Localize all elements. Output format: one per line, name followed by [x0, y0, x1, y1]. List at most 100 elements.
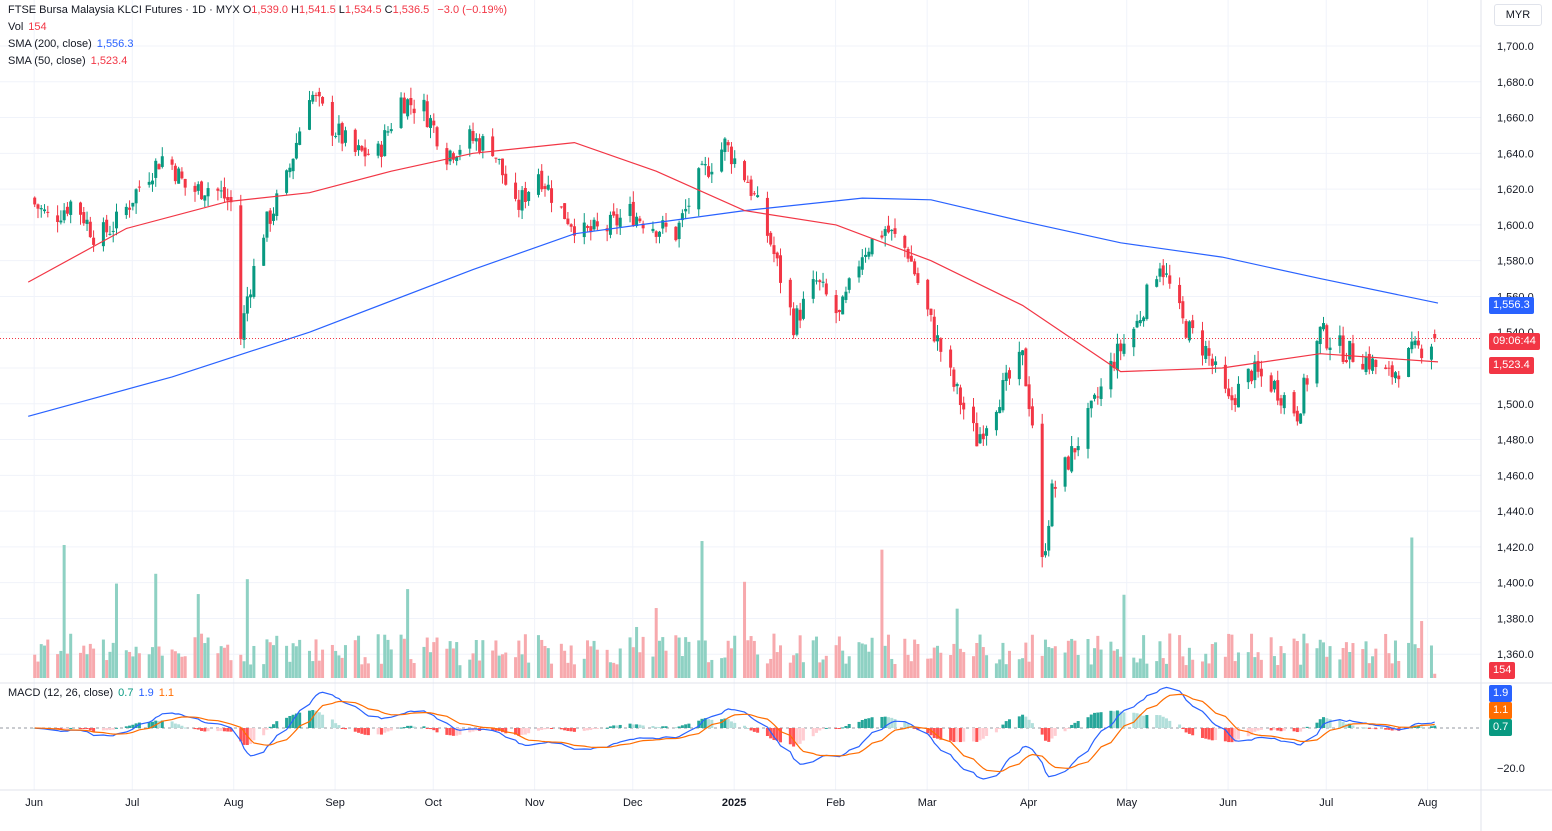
candle-body [409, 98, 413, 106]
macd-histogram-bar [756, 728, 760, 733]
macd-histogram-bar [1361, 727, 1365, 729]
volume-bar [1407, 642, 1411, 678]
candle-body [1214, 361, 1218, 365]
macd-histogram-bar [85, 728, 89, 730]
macd-histogram-bar [847, 724, 851, 728]
macd-histogram-bar [1259, 728, 1263, 730]
macd-histogram-bar [1318, 719, 1322, 728]
volume-value: 154 [28, 21, 47, 33]
candle-body [1429, 346, 1433, 360]
volume-bar [458, 665, 462, 678]
macd-histogram-bar [1371, 728, 1375, 729]
time-tick-label: Aug [224, 797, 244, 809]
macd-histogram-bar [1390, 728, 1394, 731]
macd-histogram-bar [1429, 726, 1433, 728]
volume-bar [200, 633, 204, 678]
volume-bar [880, 549, 884, 678]
candle-body [939, 338, 943, 352]
volume-bar [932, 647, 936, 678]
price-tick-label: 1,420.0 [1497, 542, 1534, 554]
macd-histogram-bar [271, 724, 275, 728]
volume-bar [1338, 659, 1342, 678]
candle-body [307, 100, 311, 130]
candle-body [1096, 396, 1100, 398]
macd-histogram-bar [517, 728, 521, 736]
candle-body [1086, 408, 1090, 449]
volume-bar [867, 651, 871, 678]
candle-body [1416, 340, 1420, 346]
candle-body [775, 252, 779, 259]
macd-histogram-bar [972, 728, 976, 742]
volume-bar [654, 608, 658, 678]
volume-bar [1387, 653, 1391, 678]
volume-bar [1030, 634, 1034, 678]
candle-body [926, 279, 930, 310]
volume-bar [1043, 639, 1047, 678]
volume-bar [340, 657, 344, 678]
candle-body [1021, 350, 1025, 356]
sma200-price-label: 1,556.3 [1489, 297, 1534, 314]
candle-body [340, 123, 344, 144]
candle-body [111, 230, 115, 232]
volume-bar [494, 640, 498, 678]
macd-histogram-bar [1063, 728, 1067, 732]
volume-bar [707, 662, 711, 678]
candle-body [262, 237, 266, 266]
volume-bar [285, 645, 289, 678]
volume-bar [242, 661, 246, 678]
volume-bar [150, 647, 154, 678]
macd-histogram-bar [379, 728, 383, 735]
ohlc-key: H [288, 4, 299, 16]
candle-body [638, 218, 642, 222]
macd-legend[interactable]: MACD (12, 26, close) 0.7 1.9 1.1 [8, 685, 174, 702]
macd-histogram-bar [886, 717, 890, 728]
candle-body [291, 158, 295, 172]
candle-body [1364, 357, 1368, 373]
volume-bar [1027, 661, 1031, 678]
macd-histogram-bar [88, 728, 92, 731]
volume-bar [1115, 649, 1119, 678]
macd-histogram-bar [1007, 719, 1011, 728]
candle-body [1223, 364, 1227, 389]
volume-bar [936, 645, 940, 678]
candle-body [150, 180, 154, 185]
volume-bar [1204, 653, 1208, 678]
currency-selector[interactable]: MYR [1494, 4, 1542, 26]
volume-bar [1066, 640, 1070, 678]
volume-legend[interactable]: Vol 154 [8, 19, 47, 36]
candle-body [494, 157, 498, 159]
macd-histogram-bar [1227, 728, 1231, 743]
volume-bar [1200, 661, 1204, 678]
macd-histogram-bar [448, 728, 452, 736]
candle-body [1040, 423, 1044, 558]
sma50-legend[interactable]: SMA (50, close) 1,523.4 [8, 53, 127, 70]
volume-bar [1410, 537, 1414, 678]
time-tick-label: May [1116, 797, 1137, 809]
macd-histogram-bar [1187, 728, 1191, 734]
candle-body [847, 278, 851, 290]
macd-histogram-bar [677, 726, 681, 728]
candle-body [860, 257, 864, 270]
price-tick-label: 1,700.0 [1497, 41, 1534, 53]
macd-histogram-bar [857, 721, 861, 728]
candle-body [1390, 365, 1394, 378]
volume-bar [160, 655, 164, 678]
macd-histogram-bar [389, 728, 393, 731]
candle-body [1295, 410, 1299, 422]
volume-bar [929, 658, 933, 678]
volume-bar [605, 649, 609, 678]
volume-bar [69, 633, 73, 678]
candle-body [661, 220, 665, 229]
candle-body [697, 168, 701, 210]
macd-histogram-bar [527, 728, 531, 734]
volume-bar [366, 663, 370, 678]
candle-body [298, 131, 302, 145]
candle-body [641, 223, 645, 229]
candle-body [82, 212, 86, 224]
symbol-legend: FTSE Bursa Malaysia KLCI Futures · 1D · … [8, 2, 507, 19]
candle-body [85, 219, 89, 224]
candle-body [343, 130, 347, 143]
sma200-legend[interactable]: SMA (200, close) 1,556.3 [8, 36, 133, 53]
macd-histogram-bar [114, 727, 118, 729]
